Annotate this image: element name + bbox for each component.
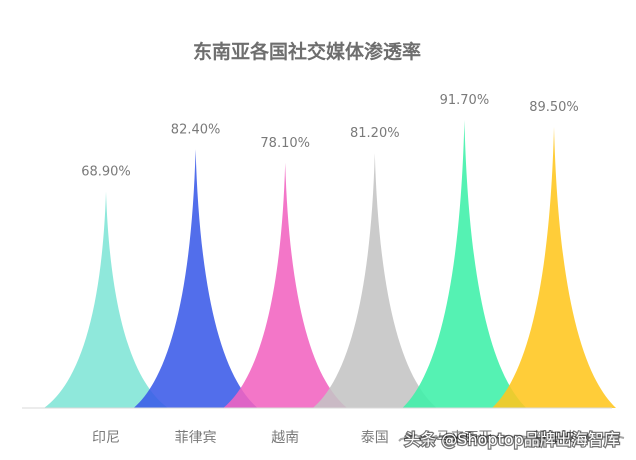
bar-3 bbox=[223, 162, 348, 408]
x-tick-label-3: 越南 bbox=[271, 430, 299, 446]
x-tick-label-4: 泰国 bbox=[361, 430, 389, 446]
data-label-1: 68.90% bbox=[81, 165, 131, 180]
data-label-2: 82.40% bbox=[171, 122, 221, 137]
x-tick-label-1: 印尼 bbox=[92, 430, 120, 446]
data-label-4: 81.20% bbox=[350, 126, 400, 141]
bar-5 bbox=[402, 120, 527, 408]
x-tick-label-2: 菲律宾 bbox=[175, 430, 217, 446]
bar-6 bbox=[492, 126, 616, 408]
x-tick-label-5: 马来西亚 bbox=[436, 430, 492, 446]
bar-4 bbox=[312, 153, 437, 408]
data-label-3: 78.10% bbox=[260, 136, 310, 151]
data-label-5: 91.70% bbox=[440, 93, 490, 108]
x-tick-label-6: 新加坡 bbox=[533, 430, 575, 446]
bar-2 bbox=[133, 149, 258, 408]
data-label-6: 89.50% bbox=[529, 100, 579, 115]
watermark-text: 头条 @Shoptop品牌出海智库 bbox=[404, 430, 620, 449]
watermark: 头条 @Shoptop品牌出海智库 bbox=[398, 429, 625, 450]
bar-1 bbox=[44, 191, 168, 408]
x-axis-ticks: 印尼 菲律宾 越南 泰国 马来西亚 新加坡 bbox=[92, 430, 575, 446]
chart-title: 东南亚各国社交媒体渗透率 bbox=[193, 40, 421, 63]
chart-marks: 68.90% 82.40% 78.10% 81.20% 91.70% 89.50% bbox=[44, 93, 616, 408]
